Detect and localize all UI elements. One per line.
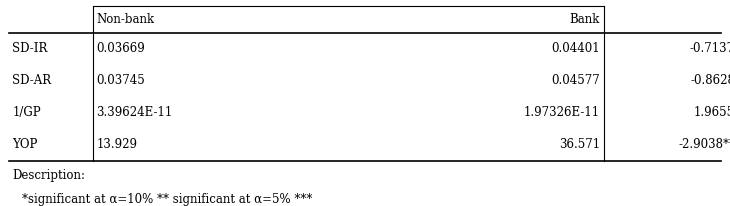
Text: 1.9655: 1.9655: [694, 106, 730, 119]
Text: 36.571: 36.571: [559, 138, 600, 151]
Text: 0.04577: 0.04577: [551, 74, 600, 87]
Text: 1/GP: 1/GP: [12, 106, 41, 119]
Text: 0.03745: 0.03745: [96, 74, 145, 87]
Text: SD-IR: SD-IR: [12, 42, 47, 55]
Text: SD-AR: SD-AR: [12, 74, 52, 87]
Text: 0.04401: 0.04401: [551, 42, 600, 55]
Text: YOP: YOP: [12, 138, 38, 151]
Text: -0.7137: -0.7137: [690, 42, 730, 55]
Text: -2.9038**: -2.9038**: [678, 138, 730, 151]
Text: -0.8628: -0.8628: [691, 74, 730, 87]
Text: 1.97326E-11: 1.97326E-11: [524, 106, 600, 119]
Text: Bank: Bank: [569, 13, 600, 26]
Text: *significant at α=10% ** significant at α=5% ***: *significant at α=10% ** significant at …: [22, 193, 312, 206]
Text: 3.39624E-11: 3.39624E-11: [96, 106, 172, 119]
Text: 0.03669: 0.03669: [96, 42, 145, 55]
Text: Description:: Description:: [12, 169, 85, 182]
Text: Non-bank: Non-bank: [96, 13, 155, 26]
Text: 13.929: 13.929: [96, 138, 137, 151]
